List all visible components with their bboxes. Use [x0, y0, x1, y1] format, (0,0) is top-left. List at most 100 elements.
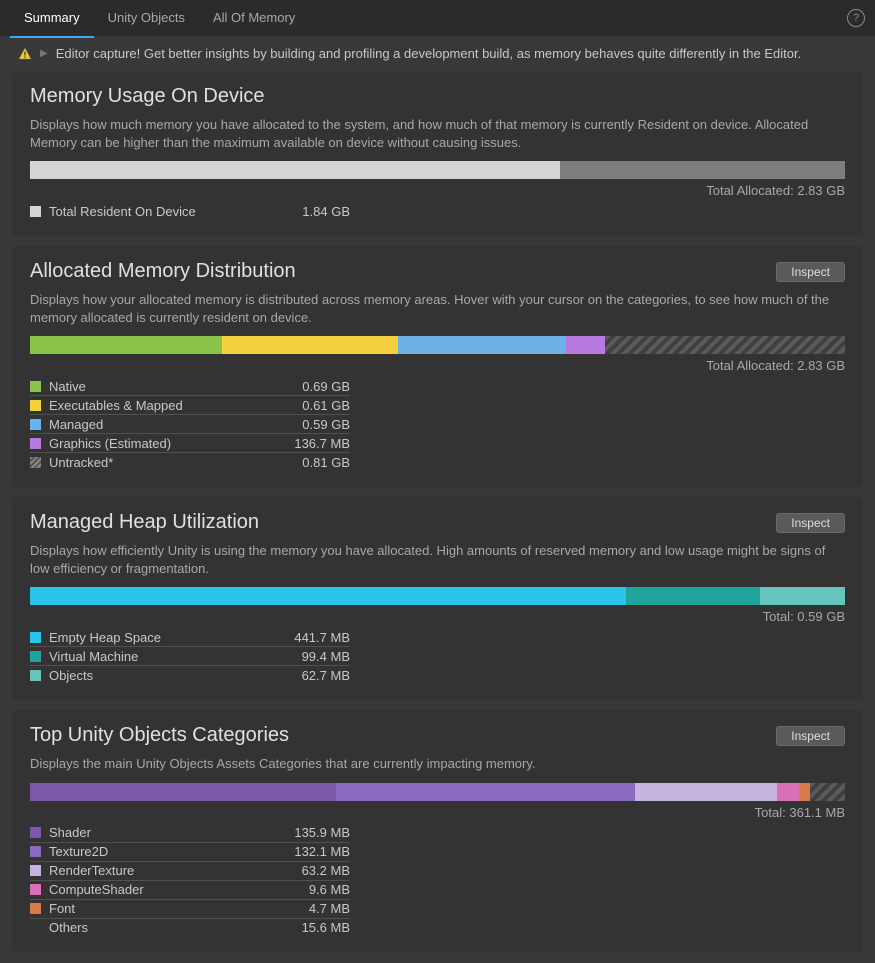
legend-row: Others15.6 MB: [30, 919, 350, 937]
bar-total: Total: 361.1 MB: [30, 805, 845, 820]
inspect-button[interactable]: Inspect: [776, 726, 845, 746]
panel-title: Memory Usage On Device: [30, 85, 845, 108]
legend-value: 0.59 GB: [302, 417, 350, 432]
bar-segment[interactable]: [605, 336, 845, 354]
legend-swatch: [30, 438, 41, 449]
legend-row: Managed0.59 GB: [30, 415, 350, 434]
legend-row: Shader135.9 MB: [30, 824, 350, 843]
tab-all-of-memory[interactable]: All Of Memory: [199, 0, 309, 37]
legend-row: Executables & Mapped0.61 GB: [30, 396, 350, 415]
legend-value: 0.69 GB: [302, 379, 350, 394]
bar-segment[interactable]: [336, 783, 634, 801]
legend-row: Font4.7 MB: [30, 900, 350, 919]
legend-swatch: [30, 865, 41, 876]
warning-row: ▶ Editor capture! Get better insights by…: [0, 36, 875, 71]
bar-segment[interactable]: [30, 161, 560, 179]
legend: Empty Heap Space441.7 MBVirtual Machine9…: [30, 628, 845, 684]
legend-label: Graphics (Estimated): [49, 436, 294, 451]
legend-label: Objects: [49, 668, 302, 683]
legend-swatch: [30, 400, 41, 411]
legend-label: Shader: [49, 825, 294, 840]
bar-segment[interactable]: [222, 336, 397, 354]
warning-text: Editor capture! Get better insights by b…: [56, 46, 802, 61]
legend-row: Empty Heap Space441.7 MB: [30, 628, 350, 647]
panel-title: Top Unity Objects Categories: [30, 724, 776, 747]
panel-desc: Displays how your allocated memory is di…: [30, 291, 845, 326]
bar-total: Total Allocated: 2.83 GB: [30, 358, 845, 373]
tab-unity-objects[interactable]: Unity Objects: [94, 0, 199, 37]
legend-value: 62.7 MB: [302, 668, 350, 683]
legend: Total Resident On Device1.84 GB: [30, 202, 845, 220]
legend-swatch: [30, 922, 41, 933]
legend-swatch: [30, 457, 41, 468]
legend-row: Total Resident On Device1.84 GB: [30, 202, 350, 220]
legend-row: Untracked*0.81 GB: [30, 453, 350, 471]
panel-desc: Displays how much memory you have alloca…: [30, 116, 845, 151]
bar-segment[interactable]: [566, 336, 604, 354]
legend-value: 0.61 GB: [302, 398, 350, 413]
usage-bar: [30, 336, 845, 354]
legend-value: 135.9 MB: [294, 825, 350, 840]
usage-bar: [30, 783, 845, 801]
bar-segment[interactable]: [810, 783, 845, 801]
legend-label: Managed: [49, 417, 302, 432]
legend-swatch: [30, 884, 41, 895]
inspect-button[interactable]: Inspect: [776, 262, 845, 282]
legend-value: 0.81 GB: [302, 455, 350, 470]
legend-swatch: [30, 632, 41, 643]
bar-segment[interactable]: [30, 336, 222, 354]
legend-swatch: [30, 670, 41, 681]
legend-swatch: [30, 206, 41, 217]
legend-label: Others: [49, 920, 302, 935]
legend-value: 99.4 MB: [302, 649, 350, 664]
legend-value: 63.2 MB: [302, 863, 350, 878]
tab-bar: SummaryUnity ObjectsAll Of Memory ?: [0, 0, 875, 36]
bar-total: Total: 0.59 GB: [30, 609, 845, 624]
tab-summary[interactable]: Summary: [10, 0, 94, 38]
legend-row: Virtual Machine99.4 MB: [30, 647, 350, 666]
bar-segment[interactable]: [760, 587, 845, 605]
panel-desc: Displays the main Unity Objects Assets C…: [30, 755, 845, 773]
bar-total: Total Allocated: 2.83 GB: [30, 183, 845, 198]
panel-heap: Managed Heap UtilizationInspectDisplays …: [12, 497, 863, 700]
bar-segment[interactable]: [30, 587, 626, 605]
bar-segment[interactable]: [777, 783, 799, 801]
legend-value: 4.7 MB: [309, 901, 350, 916]
legend-label: Font: [49, 901, 309, 916]
legend-label: Untracked*: [49, 455, 302, 470]
panel-device: Memory Usage On Device Displays how much …: [12, 71, 863, 236]
usage-bar: [30, 587, 845, 605]
panel-objects: Top Unity Objects CategoriesInspect Displ…: [12, 710, 863, 953]
bar-segment[interactable]: [30, 783, 336, 801]
legend-value: 136.7 MB: [294, 436, 350, 451]
legend-label: RenderTexture: [49, 863, 302, 878]
legend-value: 9.6 MB: [309, 882, 350, 897]
panel-title: Allocated Memory Distribution: [30, 260, 776, 283]
chevron-right-icon[interactable]: ▶: [40, 48, 48, 59]
bar-segment[interactable]: [398, 336, 567, 354]
inspect-button[interactable]: Inspect: [776, 513, 845, 533]
legend-label: Total Resident On Device: [49, 204, 302, 219]
legend-label: Texture2D: [49, 844, 294, 859]
legend-value: 15.6 MB: [302, 920, 350, 935]
panel-alloc: Allocated Memory DistributionInspect Disp…: [12, 246, 863, 487]
legend-value: 441.7 MB: [294, 630, 350, 645]
legend-swatch: [30, 651, 41, 662]
help-icon[interactable]: ?: [847, 9, 865, 27]
legend-row: ComputeShader9.6 MB: [30, 881, 350, 900]
legend-swatch: [30, 846, 41, 857]
bar-segment[interactable]: [799, 783, 810, 801]
legend-value: 132.1 MB: [294, 844, 350, 859]
legend-label: Native: [49, 379, 302, 394]
panel-desc: Displays how efficiently Unity is using …: [30, 542, 845, 577]
legend-row: RenderTexture63.2 MB: [30, 862, 350, 881]
bar-segment[interactable]: [635, 783, 778, 801]
legend-swatch: [30, 903, 41, 914]
legend-swatch: [30, 419, 41, 430]
usage-bar: [30, 161, 845, 179]
warning-icon: [18, 47, 32, 61]
legend-swatch: [30, 381, 41, 392]
bar-segment[interactable]: [560, 161, 845, 179]
legend: Native0.69 GB Executables & Mapped0.61 GB…: [30, 377, 845, 471]
bar-segment[interactable]: [626, 587, 760, 605]
